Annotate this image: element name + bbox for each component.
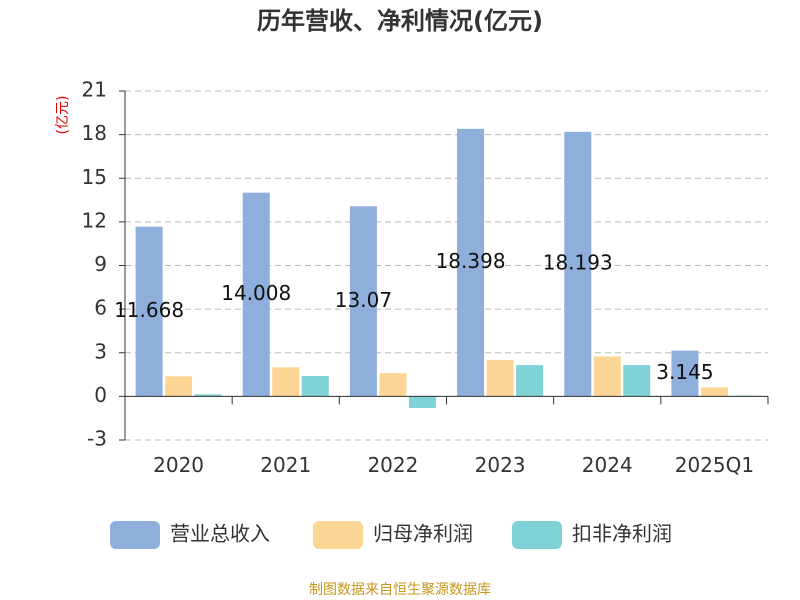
x-tick-label: 2020 [153, 453, 204, 477]
y-tick-label: 18 [82, 121, 107, 145]
legend-swatch [512, 521, 562, 549]
x-tick-label: 2022 [367, 453, 418, 477]
y-tick-label: 9 [94, 252, 107, 276]
x-tick-label: 2024 [582, 453, 633, 477]
y-tick-label: 21 [82, 78, 107, 102]
x-tick-label: 2023 [475, 453, 526, 477]
source-note: 制图数据来自恒生聚源数据库 [309, 582, 491, 598]
bar [671, 350, 699, 397]
y-tick-label: -3 [87, 427, 107, 451]
y-tick-label: 0 [94, 383, 107, 407]
bar [349, 206, 377, 397]
bar [486, 360, 514, 397]
y-tick-label: 6 [94, 296, 107, 320]
y-tick-label: 3 [94, 339, 107, 363]
legend-swatch [313, 521, 363, 549]
bar [135, 226, 163, 397]
data-label: 18.398 [436, 249, 506, 273]
x-tick-label: 2025Q1 [675, 453, 754, 477]
bar [700, 387, 728, 397]
legend-label: 营业总收入 [170, 522, 270, 546]
data-label: 14.008 [221, 281, 291, 305]
bar [457, 128, 485, 397]
bar [564, 131, 592, 397]
bar [379, 373, 407, 397]
y-tick-label: 12 [82, 208, 107, 232]
bar [165, 376, 193, 397]
data-label: 11.668 [114, 298, 184, 322]
bar [194, 394, 222, 397]
bar [593, 356, 621, 397]
bar [623, 365, 651, 397]
bar [272, 367, 300, 397]
legend-swatch [110, 521, 160, 549]
y-tick-label: 15 [82, 165, 107, 189]
data-label: 18.193 [543, 251, 613, 275]
bar [408, 396, 436, 409]
bar [242, 192, 270, 397]
data-label: 13.07 [335, 288, 392, 312]
bar [301, 376, 329, 397]
y-axis-title: (亿元) [55, 96, 71, 135]
chart-title: 历年营收、净利情况(亿元) [257, 7, 543, 35]
legend-label: 扣非净利润 [572, 522, 672, 546]
data-label: 3.145 [656, 360, 713, 384]
bar [516, 365, 544, 397]
x-tick-label: 2021 [260, 453, 311, 477]
legend-label: 归母净利润 [373, 522, 473, 546]
